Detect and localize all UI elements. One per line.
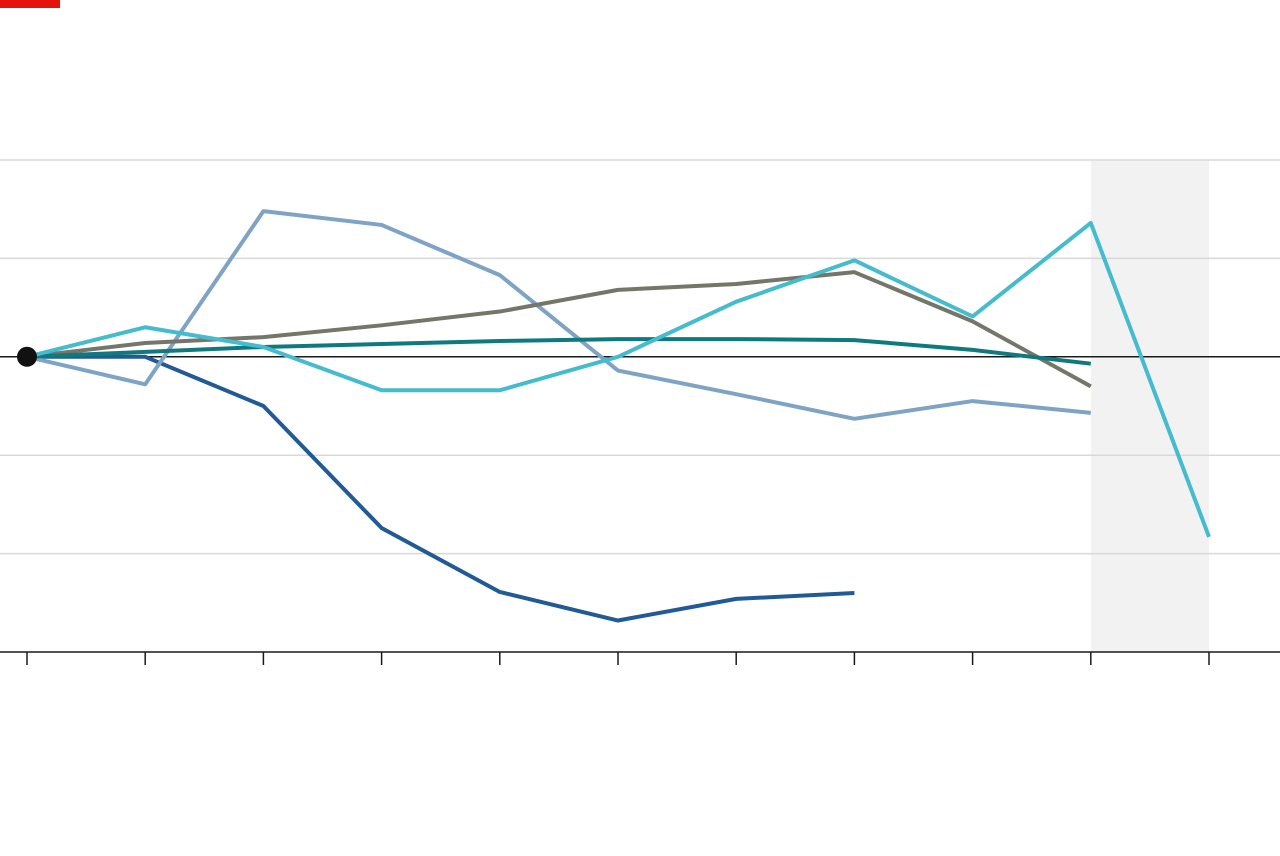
grid — [0, 159, 1280, 665]
series-line — [26, 209, 1091, 421]
highlight-region — [1091, 160, 1209, 652]
brand-bar — [0, 0, 60, 8]
start-dot — [17, 346, 37, 367]
series-line — [26, 220, 1211, 538]
series-line — [27, 354, 855, 623]
series-line — [26, 270, 1092, 389]
lines — [17, 209, 1211, 623]
series-line — [26, 337, 1092, 366]
